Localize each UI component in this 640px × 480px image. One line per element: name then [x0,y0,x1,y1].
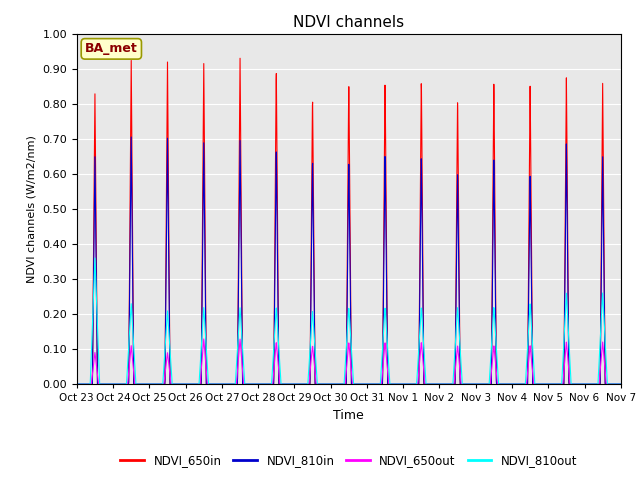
Text: BA_met: BA_met [85,42,138,55]
Title: NDVI channels: NDVI channels [293,15,404,30]
Y-axis label: NDVI channels (W/m2/nm): NDVI channels (W/m2/nm) [27,135,36,283]
X-axis label: Time: Time [333,408,364,421]
Legend: NDVI_650in, NDVI_810in, NDVI_650out, NDVI_810out: NDVI_650in, NDVI_810in, NDVI_650out, NDV… [116,449,582,472]
